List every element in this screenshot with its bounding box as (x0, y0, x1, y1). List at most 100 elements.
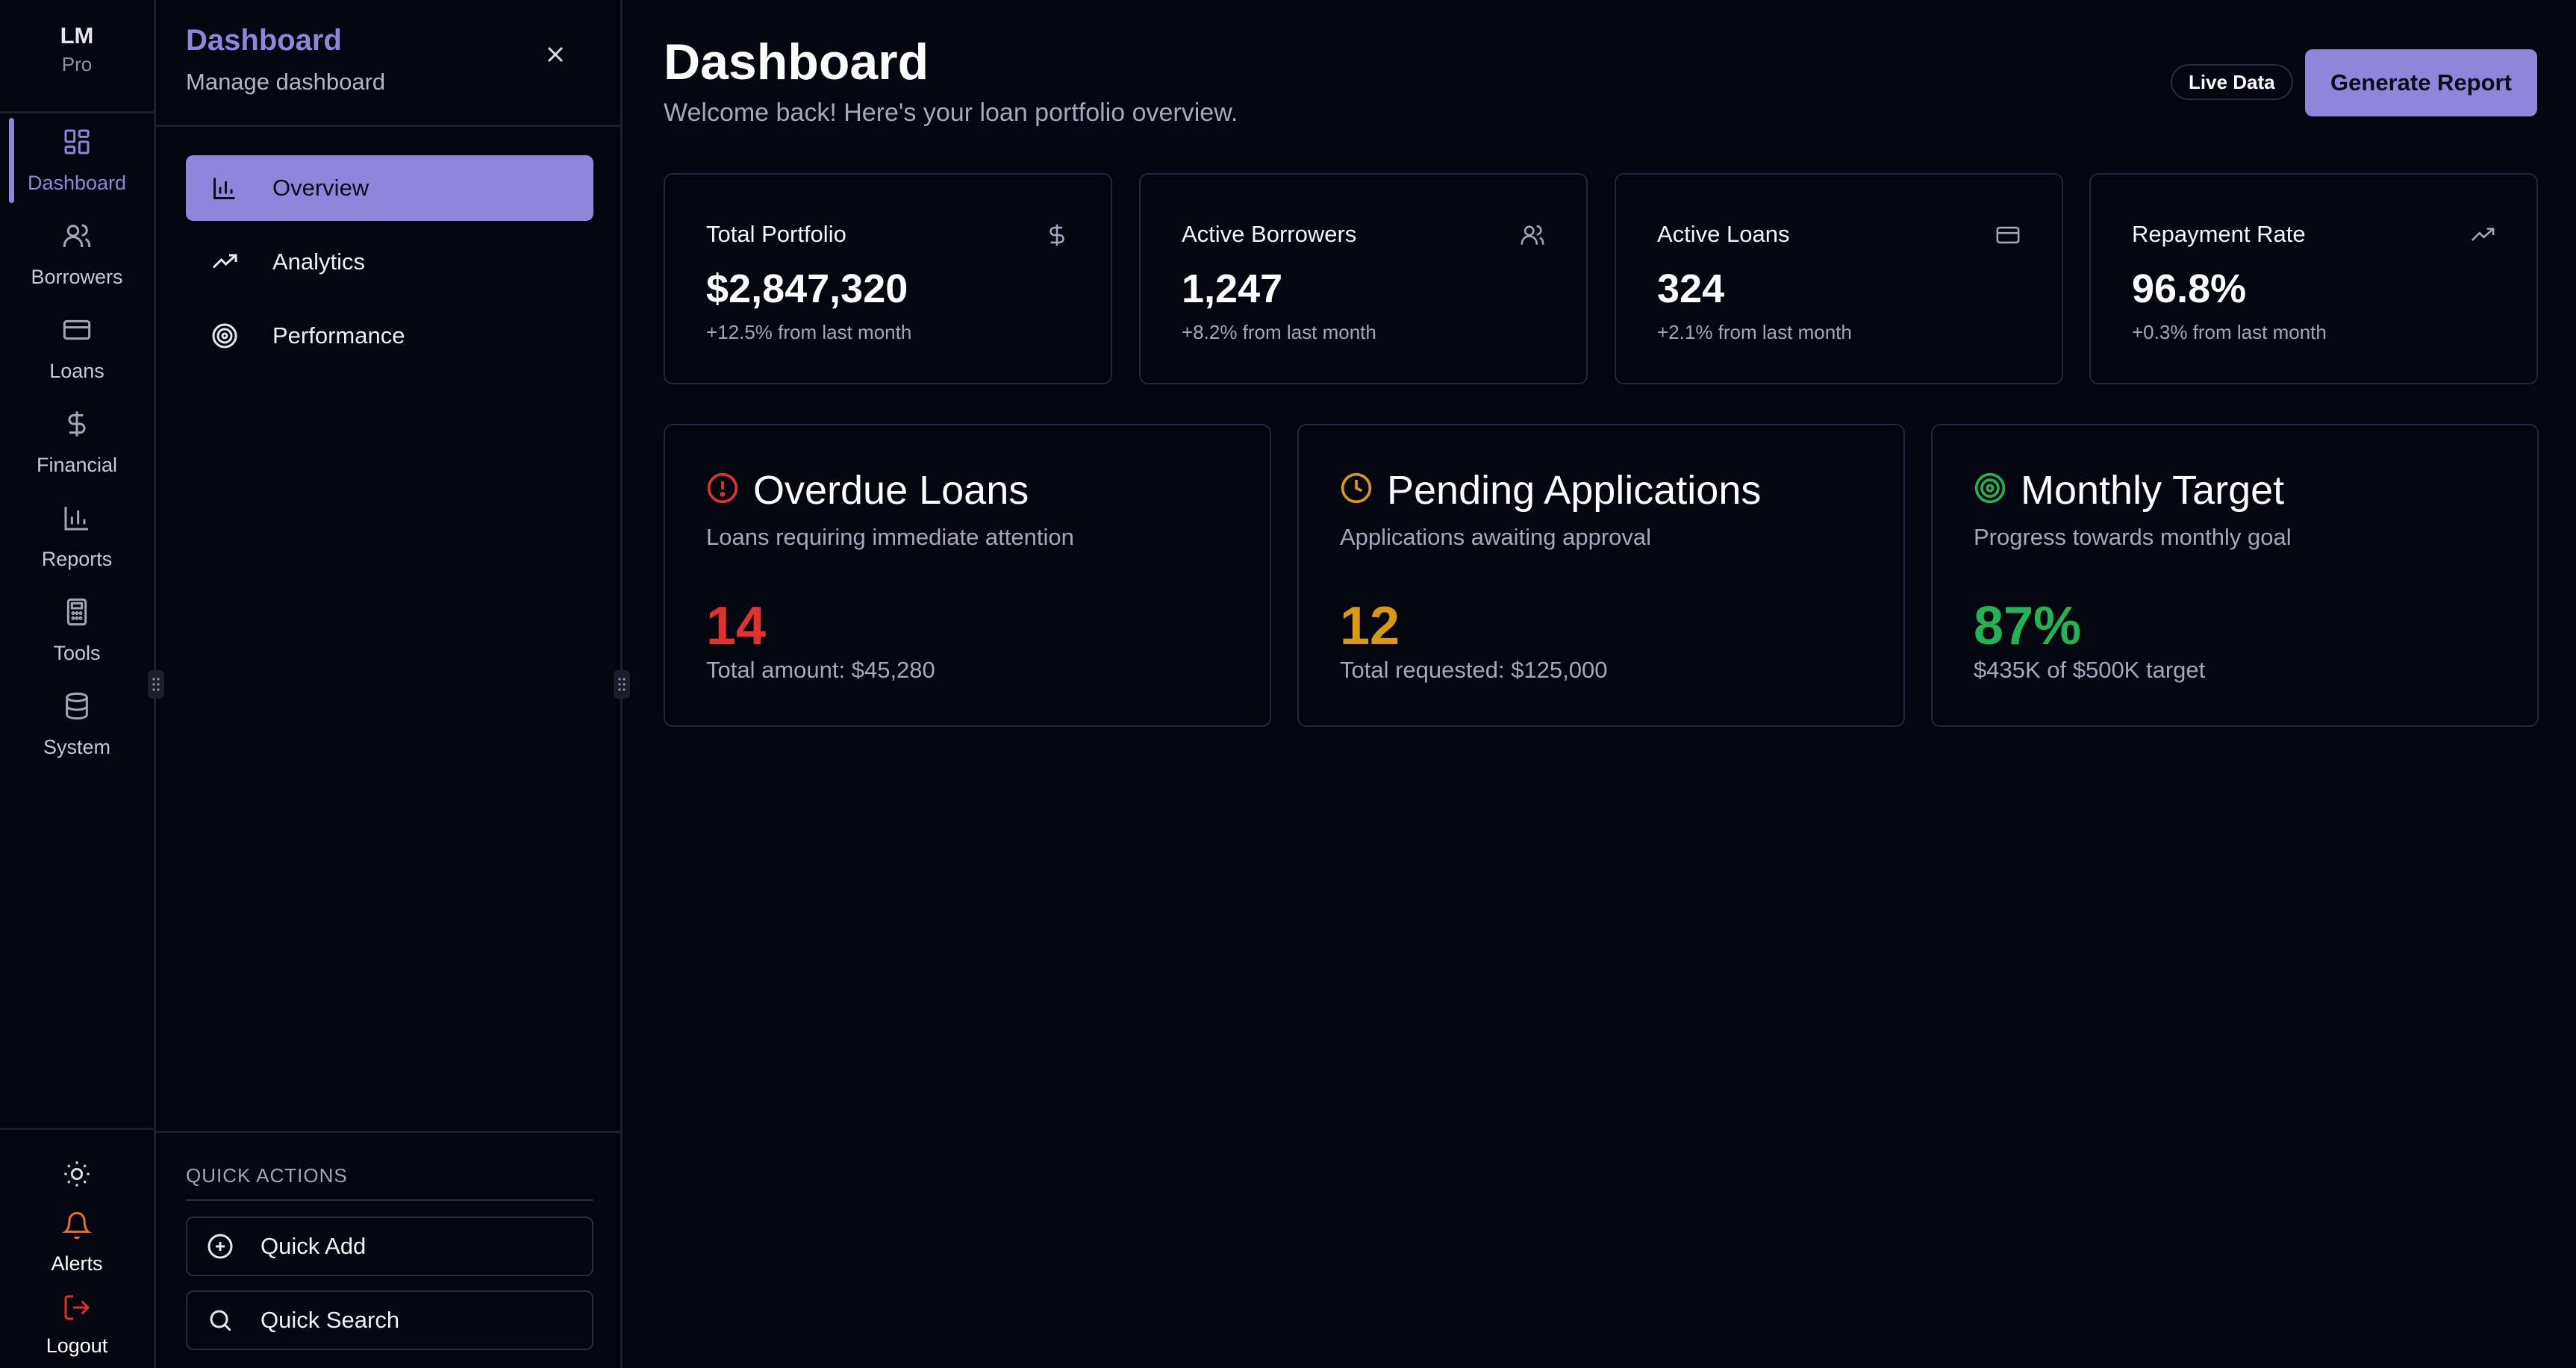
rail-item-tools[interactable]: Tools (0, 588, 154, 681)
nav-item-label: Performance (272, 322, 405, 349)
alert-footnote: Total amount: $45,280 (706, 657, 935, 683)
rail-bottom-divider (0, 1128, 154, 1130)
nav-item-label: Analytics (272, 249, 366, 275)
stat-title: Active Borrowers (1182, 221, 1357, 247)
logout-button[interactable]: Logout (0, 1293, 154, 1358)
page-subtitle: Welcome back! Here's your loan portfolio… (664, 99, 1238, 127)
plus-circle-icon (207, 1233, 234, 1260)
brand-tier: Pro (61, 53, 93, 75)
rail-item-reports[interactable]: Reports (0, 494, 154, 587)
stat-title: Active Loans (1657, 221, 1790, 247)
rail-item-label: Loans (49, 360, 105, 382)
brand: LM Pro (0, 21, 154, 78)
panel-divider (156, 125, 620, 127)
stat-card-total-portfolio: Total Portfolio $2,847,320 +12.5% from l… (664, 173, 1112, 384)
icon-rail: LM Pro Dashboard Borrowers Loans Financi… (0, 0, 164, 1368)
stat-delta: +2.1% from last month (1657, 321, 1852, 343)
stat-delta: +0.3% from last month (2132, 321, 2327, 343)
panel-subtitle: Manage dashboard (186, 69, 386, 95)
nav-item-performance[interactable]: Performance (186, 303, 593, 369)
rail-item-system[interactable]: System (0, 682, 154, 775)
stat-card-repayment-rate: Repayment Rate 96.8% +0.3% from last mon… (2089, 173, 2538, 384)
generate-report-button[interactable]: Generate Report (2305, 49, 2537, 116)
rail-item-label: System (43, 736, 111, 758)
bar-chart-icon (62, 503, 92, 533)
close-icon[interactable] (542, 41, 569, 68)
quick-actions-heading: QUICK ACTIONS (186, 1164, 348, 1187)
page-title: Dashboard (664, 34, 929, 90)
nav-item-label: Overview (272, 175, 369, 201)
stat-value: 96.8% (2132, 266, 2247, 311)
nav-item-overview[interactable]: Overview (186, 155, 593, 221)
grid-icon (62, 127, 92, 157)
users-icon (62, 221, 92, 251)
alerts-button[interactable]: Alerts (0, 1211, 154, 1275)
rail-item-label: Borrowers (31, 266, 123, 288)
calculator-icon (62, 597, 92, 627)
sun-icon[interactable] (62, 1159, 92, 1189)
alert-value: 14 (706, 596, 767, 656)
alerts-label: Alerts (51, 1252, 103, 1275)
nav-item-analytics[interactable]: Analytics (186, 229, 593, 295)
panel-title: Dashboard (186, 24, 342, 57)
rail-item-dashboard[interactable]: Dashboard (0, 118, 154, 210)
bell-icon (62, 1211, 92, 1240)
alert-value: 12 (1340, 596, 1400, 656)
stat-card-active-borrowers: Active Borrowers 1,247 +8.2% from last m… (1139, 173, 1588, 384)
bar-chart-icon (211, 175, 238, 202)
quick-search-label: Quick Search (261, 1307, 400, 1333)
brand-logo: LM (60, 22, 94, 49)
stat-value: 1,247 (1182, 266, 1283, 311)
secondary-panel: Dashboard Manage dashboard Overview Anal… (156, 0, 630, 1368)
alert-footnote: Total requested: $125,000 (1340, 657, 1608, 683)
alert-card-overdue-loans: Overdue Loans Loans requiring immediate … (664, 424, 1271, 727)
rail-item-borrowers[interactable]: Borrowers (0, 212, 154, 304)
dollar-icon (62, 409, 92, 439)
stat-title: Repayment Rate (2132, 221, 2306, 247)
rail-resize-handle[interactable] (148, 670, 164, 699)
quick-search-button[interactable]: Quick Search (186, 1290, 593, 1350)
rail-item-financial[interactable]: Financial (0, 400, 154, 493)
rail-item-label: Reports (41, 548, 113, 570)
rail-active-indicator (9, 118, 14, 203)
quick-actions-underline (186, 1199, 593, 1201)
alert-title: Pending Applications (1387, 468, 1762, 513)
rail-item-loans[interactable]: Loans (0, 306, 154, 399)
rail-item-label: Financial (36, 454, 118, 476)
alert-value: 87% (1974, 596, 2082, 656)
stat-value: $2,847,320 (706, 266, 908, 311)
rail-item-label: Tools (53, 642, 101, 664)
rail-divider (0, 111, 154, 113)
stat-card-active-loans: Active Loans 324 +2.1% from last month (1615, 173, 2063, 384)
main-content: Dashboard Welcome back! Here's your loan… (623, 0, 2576, 1368)
target-icon (211, 322, 238, 349)
quick-add-button[interactable]: Quick Add (186, 1216, 593, 1276)
trending-up-icon (211, 249, 238, 275)
trending-up-icon (2470, 222, 2495, 248)
target-icon (1974, 472, 2006, 505)
alert-description: Applications awaiting approval (1340, 524, 1652, 550)
users-icon (1520, 222, 1545, 248)
credit-card-icon (62, 315, 92, 345)
logout-icon (62, 1293, 92, 1322)
alert-title: Overdue Loans (753, 468, 1029, 513)
quick-actions-divider (156, 1131, 620, 1133)
panel-resize-handle[interactable] (614, 670, 630, 699)
stat-delta: +8.2% from last month (1182, 321, 1376, 343)
rail-item-label: Dashboard (27, 172, 127, 194)
alert-footnote: $435K of $500K target (1974, 657, 2206, 683)
search-icon (207, 1307, 234, 1334)
alert-description: Progress towards monthly goal (1974, 524, 2292, 550)
dollar-icon (1044, 222, 1070, 248)
database-icon (62, 691, 92, 721)
alert-description: Loans requiring immediate attention (706, 524, 1074, 550)
clock-icon (1340, 472, 1373, 505)
credit-card-icon (1995, 222, 2021, 248)
stat-value: 324 (1657, 266, 1725, 311)
alert-card-pending-applications: Pending Applications Applications awaiti… (1297, 424, 1905, 727)
alert-title: Monthly Target (2021, 468, 2285, 513)
alert-card-monthly-target: Monthly Target Progress towards monthly … (1931, 424, 2539, 727)
stat-title: Total Portfolio (706, 221, 846, 247)
stat-delta: +12.5% from last month (706, 321, 912, 343)
alert-circle-icon (706, 472, 739, 505)
